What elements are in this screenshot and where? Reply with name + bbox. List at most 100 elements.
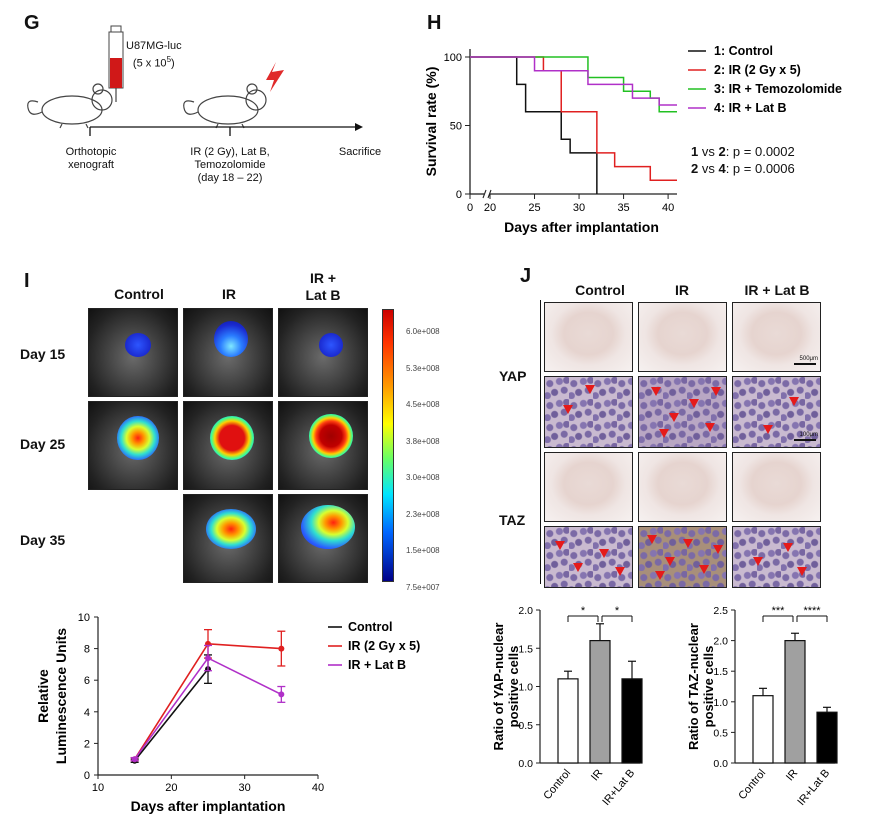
legend-label: 1: Control [714, 44, 773, 58]
ihc-image: 100μm [732, 376, 821, 448]
timeline-arrowhead [355, 123, 363, 131]
y-tick-label: 8 [84, 644, 90, 656]
ihc-col-ir-latb: IR + Lat B [744, 282, 810, 298]
timeline-step-treatment: IR (2 Gy), Lat B, Temozolomide (day 18 –… [170, 146, 290, 185]
survival-curve-2 [470, 56, 677, 182]
legend-label: Control [348, 620, 392, 634]
ivis-image [183, 308, 273, 397]
colorbar-tick-label: 3.0e+008 [406, 473, 440, 482]
y-axis-title-line2: Luminescence Units [53, 628, 69, 764]
ihc-row-yap: YAP [499, 368, 527, 384]
axis-break-mark [482, 189, 487, 199]
bar-ir-lat-b [621, 678, 643, 764]
y-axis-title-line2: positive cells [701, 646, 716, 728]
luminescence-chart: 0 2 4 6 8 10 10 20 30 40 Days after implantation Re… [35, 612, 420, 814]
category-label: IR+Lat B [795, 767, 832, 808]
x-tick-label: 35 [617, 202, 629, 214]
stat-group-b: 2 [718, 144, 726, 159]
survival-curve-4 [470, 56, 677, 106]
category-label: Control [541, 767, 573, 802]
radiation-bolt-icon [266, 62, 284, 92]
legend-label: 3: IR + Temozolomide [714, 82, 842, 96]
y-tick-label: 2.5 [713, 605, 728, 617]
y-tick-label: 0 [84, 770, 90, 782]
stat-group-a: 1 [691, 144, 699, 159]
panel-letter-j: J [520, 265, 532, 287]
syringe-icon [108, 25, 124, 102]
data-point [131, 756, 138, 763]
significance-label: * [581, 605, 586, 617]
timeline-step-line: Orthotopic [65, 146, 117, 158]
y-tick-label: 2 [84, 738, 90, 750]
scale-bar-label: 100μm [799, 432, 818, 438]
y-tick-label: 10 [78, 612, 90, 624]
timeline-step-sacrifice: Sacrifice [330, 146, 390, 159]
ihc-image [732, 452, 821, 522]
legend-label: 4: IR + Lat B [714, 101, 787, 115]
timeline-step-line: (day 18 – 22) [197, 172, 263, 184]
syringe-label-cell-line: U87MG-luc [126, 40, 182, 52]
y-tick-label: 2.0 [713, 636, 728, 648]
ivis-row-day35: Day 35 [20, 532, 66, 548]
ivis-row-day25: Day 25 [20, 436, 66, 452]
category-label: IR [784, 767, 800, 783]
ivis-image [183, 494, 273, 583]
timeline-step-line: Sacrifice [338, 146, 382, 158]
bar-ir [589, 639, 611, 764]
stat-p-value: : p = 0.0006 [725, 161, 795, 176]
count-exponent: 5 [166, 55, 172, 64]
legend-label: IR + Lat B [348, 658, 406, 672]
ihc-image [638, 302, 727, 372]
scale-bar-label: 500μm [799, 356, 818, 362]
taz-bar-chart: 0.0 0.5 1.0 1.5 2.0 2.5 Ratio of TAZ-nuclear po… [686, 605, 838, 808]
ivis-col-ir: IR [222, 286, 236, 302]
data-point [278, 645, 285, 652]
timeline-step-line: IR (2 Gy), Lat B, [190, 146, 270, 158]
ihc-image [544, 302, 633, 372]
bar-control [752, 695, 774, 764]
timeline-step-line: xenograft [68, 159, 114, 171]
colorbar-tick-label: 5.3e+008 [406, 363, 440, 373]
ihc-image [544, 526, 633, 588]
mouse-2-icon [183, 83, 267, 129]
xenograft-schematic [27, 25, 363, 136]
category-label: Control [736, 767, 768, 802]
stat-2-vs-4: 2 vs 4: p = 0.0006 [691, 160, 795, 177]
y-tick-label: 0.0 [518, 758, 533, 770]
stat-vs: vs [698, 144, 719, 159]
stat-1-vs-2: 1 vs 2: p = 0.0002 [691, 143, 795, 160]
x-tick-label: 40 [312, 782, 324, 794]
bar-ir-lat-b [816, 711, 838, 764]
legend-label: IR (2 Gy x 5) [348, 639, 420, 653]
survival-stats: 1 vs 2: p = 0.0002 2 vs 4: p = 0.0006 [691, 143, 795, 177]
scale-bar [794, 363, 816, 365]
y-tick-label: 0.5 [518, 720, 533, 732]
ivis-image [278, 401, 368, 490]
stat-group-a: 2 [691, 161, 699, 176]
ihc-image: 500μm [732, 302, 821, 372]
y-tick-label: 1.0 [518, 682, 533, 694]
ihc-image [638, 452, 727, 522]
category-label: IR [589, 767, 605, 783]
survival-curve-1 [470, 56, 598, 194]
ivis-image [88, 308, 178, 397]
mouse-1-icon [27, 83, 113, 129]
x-tick-label: 25 [528, 202, 540, 214]
count-base: (5 x 10 [132, 57, 167, 70]
y-tick-label: 0 [456, 189, 462, 201]
ivis-col-line: IR + [309, 270, 337, 286]
significance-label: **** [803, 605, 821, 617]
panel-letter-g: G [24, 12, 40, 34]
legend-label: 2: IR (2 Gy x 5) [714, 63, 801, 77]
timeline-step-line: Temozolomide [194, 159, 266, 171]
ihc-image [638, 526, 727, 588]
colorbar-tick-label: 3.8e+008 [406, 436, 440, 446]
significance-label: * [615, 605, 620, 617]
x-tick-label: 30 [239, 782, 251, 794]
y-tick-label: 2.0 [518, 605, 533, 617]
colorbar-tick-label: 7.5e+007 [406, 582, 440, 592]
syringe-label-count: (5 x 105) [126, 53, 182, 71]
ivis-col-ir-latb: IR + Lat B [278, 270, 368, 304]
luminescence-colorbar [382, 309, 394, 582]
